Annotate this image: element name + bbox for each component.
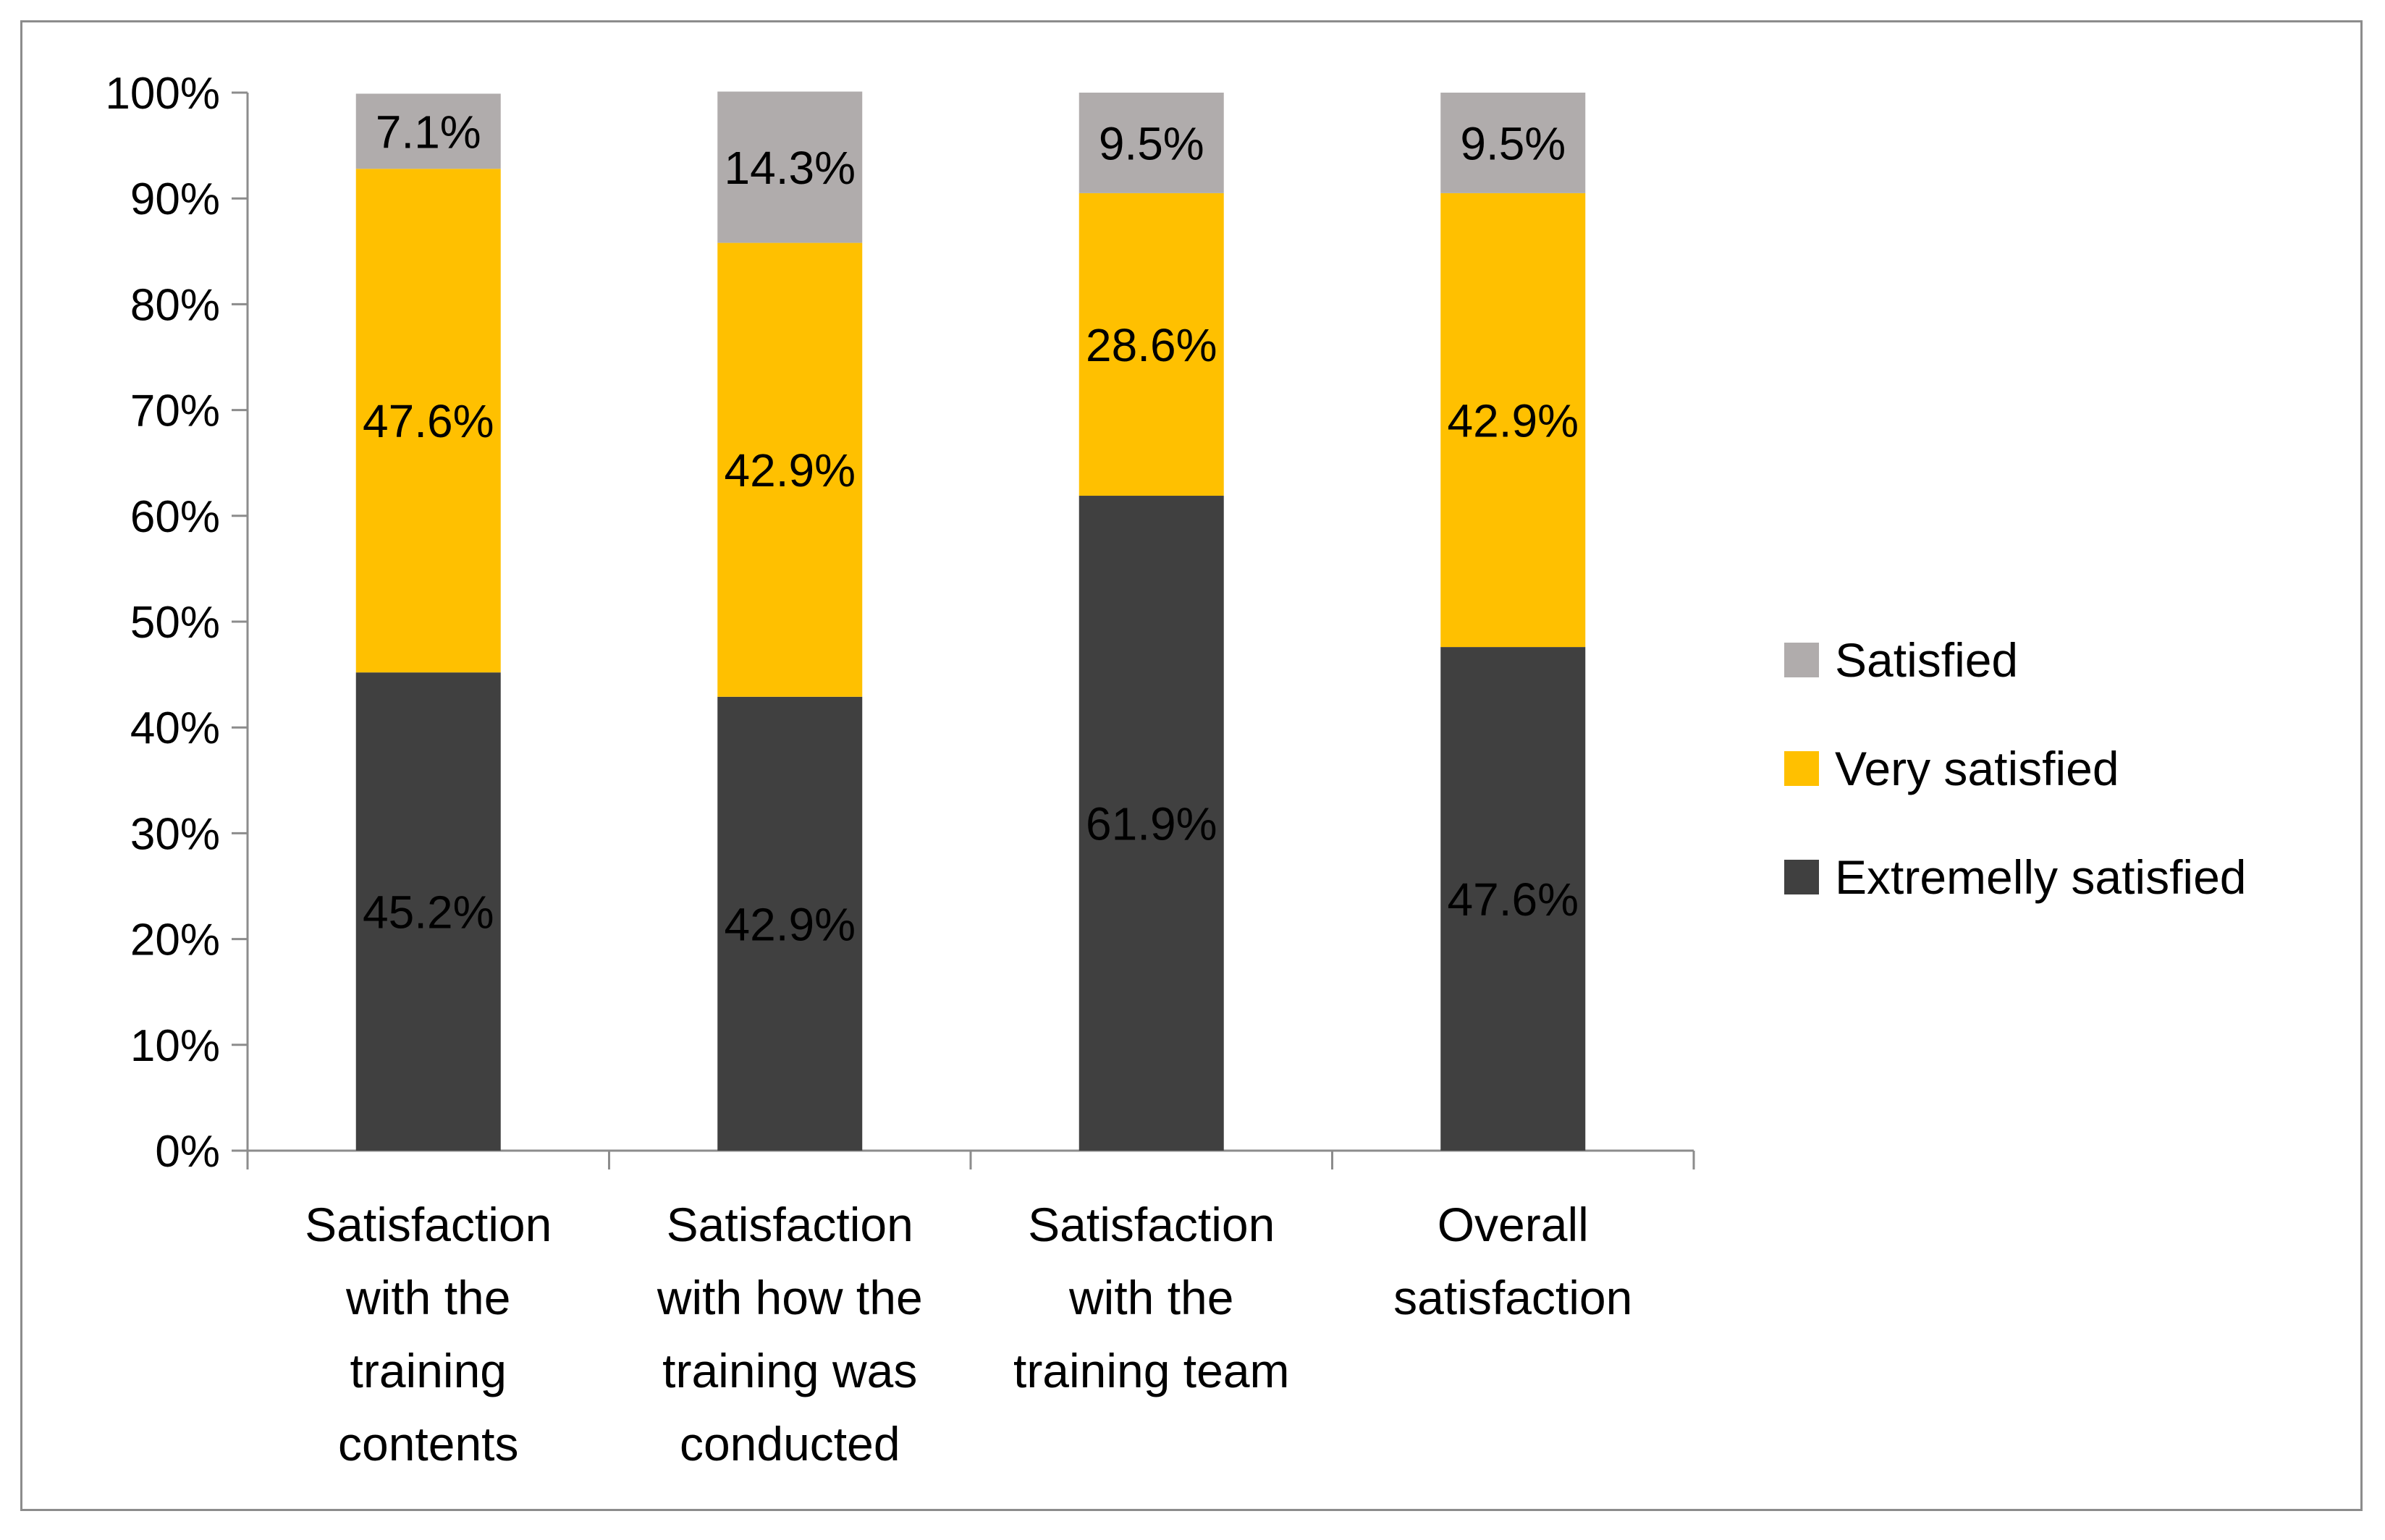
data-label: 45.2%: [363, 887, 494, 939]
y-axis: 0% 10% 20% 30% 40% 50% 60% 70% 80% 90% 100%: [105, 69, 249, 1177]
data-label: 9.5%: [1099, 117, 1204, 169]
y-tick-label: 100%: [105, 69, 220, 119]
x-category-label-line: Overall: [1438, 1198, 1589, 1251]
data-label: 47.6%: [1448, 873, 1579, 926]
x-category-label-line: with the: [345, 1271, 510, 1324]
bar-segment: [717, 91, 863, 243]
y-tick-label: 10%: [130, 1021, 220, 1071]
x-category-label: Overall satisfaction: [1393, 1198, 1632, 1324]
y-tick-label: 80%: [130, 280, 220, 330]
y-tick-label: 70%: [130, 386, 220, 436]
bar-segment: [717, 696, 863, 1151]
x-category-label-line: Satisfaction: [667, 1198, 913, 1251]
x-category-label-line: Satisfaction: [1028, 1198, 1275, 1251]
data-label: 42.9%: [725, 444, 856, 496]
data-label: 7.1%: [376, 106, 481, 158]
y-tick-label: 30%: [130, 809, 220, 859]
bar-segment: [1440, 93, 1586, 193]
bar-segment: [355, 169, 501, 673]
data-label: 42.9%: [1448, 394, 1579, 447]
bars: 45.2% 47.6% 7.1% 42.9% 42.9% 14.3% 61.9% 28.6% 9…: [355, 91, 1586, 1151]
data-label: 42.9%: [725, 898, 856, 950]
bar-segment: [717, 242, 863, 697]
y-tick-label: 90%: [130, 174, 220, 224]
legend-swatch: [1784, 751, 1819, 786]
x-category-label-line: contents: [338, 1417, 519, 1471]
data-label: 9.5%: [1460, 117, 1566, 169]
legend-label: Very satisfied: [1835, 742, 2119, 795]
bar-segment: [1440, 647, 1586, 1151]
legend-swatch: [1784, 860, 1819, 894]
x-category-label-line: Satisfaction: [305, 1198, 552, 1251]
legend-label: Satisfied: [1835, 633, 2018, 687]
data-label: 47.6%: [363, 395, 494, 447]
bar-segment: [1440, 192, 1586, 648]
x-category-label-line: training was: [662, 1344, 917, 1397]
bar-segment: [1078, 93, 1224, 193]
y-tick-label: 40%: [130, 703, 220, 753]
legend-swatch: [1784, 643, 1819, 677]
x-category-label: Satisfaction with the training team: [1013, 1198, 1290, 1397]
legend-label: Extremelly satisfied: [1835, 850, 2247, 904]
x-category-label: Satisfaction with the training contents: [305, 1198, 552, 1471]
data-label: 14.3%: [725, 142, 856, 194]
x-category-label-line: training: [350, 1344, 507, 1397]
x-category-label-line: conducted: [680, 1417, 900, 1471]
y-tick-label: 60%: [130, 492, 220, 542]
data-label: 28.6%: [1086, 319, 1217, 371]
x-axis: Satisfaction with the training contentsSati…: [246, 1149, 1695, 1471]
x-category-label: Satisfaction with how the training was cond…: [657, 1198, 923, 1471]
y-tick-label: 20%: [130, 915, 220, 965]
x-category-label-line: with how the: [657, 1271, 923, 1324]
legend: Satisfied Very satisfied Extremelly satisf…: [1784, 633, 2247, 904]
bar-segment: [355, 672, 501, 1151]
x-category-label-line: satisfaction: [1393, 1271, 1632, 1324]
y-tick-label: 50%: [130, 598, 220, 648]
data-label: 61.9%: [1086, 798, 1217, 850]
bar-segment: [1078, 496, 1224, 1151]
bar-segment: [355, 93, 501, 169]
x-category-label-line: training team: [1013, 1344, 1290, 1397]
y-tick-label: 0%: [155, 1127, 220, 1177]
bar-segment: [1078, 192, 1224, 496]
x-category-label-line: with the: [1068, 1271, 1233, 1324]
